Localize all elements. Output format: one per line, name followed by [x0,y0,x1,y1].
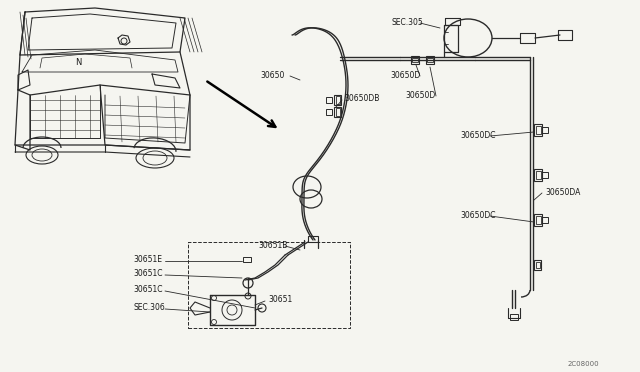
Bar [510,314,518,320]
Text: 30650DC: 30650DC [460,131,495,140]
Text: 30650D: 30650D [405,90,435,99]
Text: 30650D: 30650D [390,71,420,80]
Bar [336,96,340,104]
Bar [334,107,341,117]
Bar [243,257,251,262]
Text: 30650DA: 30650DA [545,187,580,196]
Bar [542,127,548,133]
Text: 30651E: 30651E [133,256,162,264]
Bar [534,124,542,136]
Text: 30651C: 30651C [133,285,163,295]
Text: 30650DB: 30650DB [344,93,380,103]
Bar [536,262,540,268]
Text: 30651B: 30651B [258,241,287,250]
Bar [426,56,434,64]
Bar [326,97,332,103]
Bar [326,109,332,115]
Bar [534,169,542,181]
Bar [536,171,541,179]
Bar [411,56,419,64]
Bar [336,108,340,116]
Bar [412,58,418,62]
Bar [542,217,548,223]
Text: 30650: 30650 [260,71,284,80]
Text: 30651: 30651 [268,295,292,305]
Bar [334,95,341,105]
Bar [534,214,542,226]
Text: SEC.305: SEC.305 [392,17,424,26]
Bar [536,126,541,134]
Bar [536,216,541,224]
Bar [534,260,541,270]
Bar [427,58,433,62]
Text: 30651C: 30651C [133,269,163,279]
Bar [308,236,318,242]
Text: N: N [75,58,81,67]
Text: 30650DC: 30650DC [460,211,495,219]
Text: SEC.306: SEC.306 [133,304,164,312]
Bar [542,172,548,178]
Text: 2C08000: 2C08000 [568,361,600,367]
